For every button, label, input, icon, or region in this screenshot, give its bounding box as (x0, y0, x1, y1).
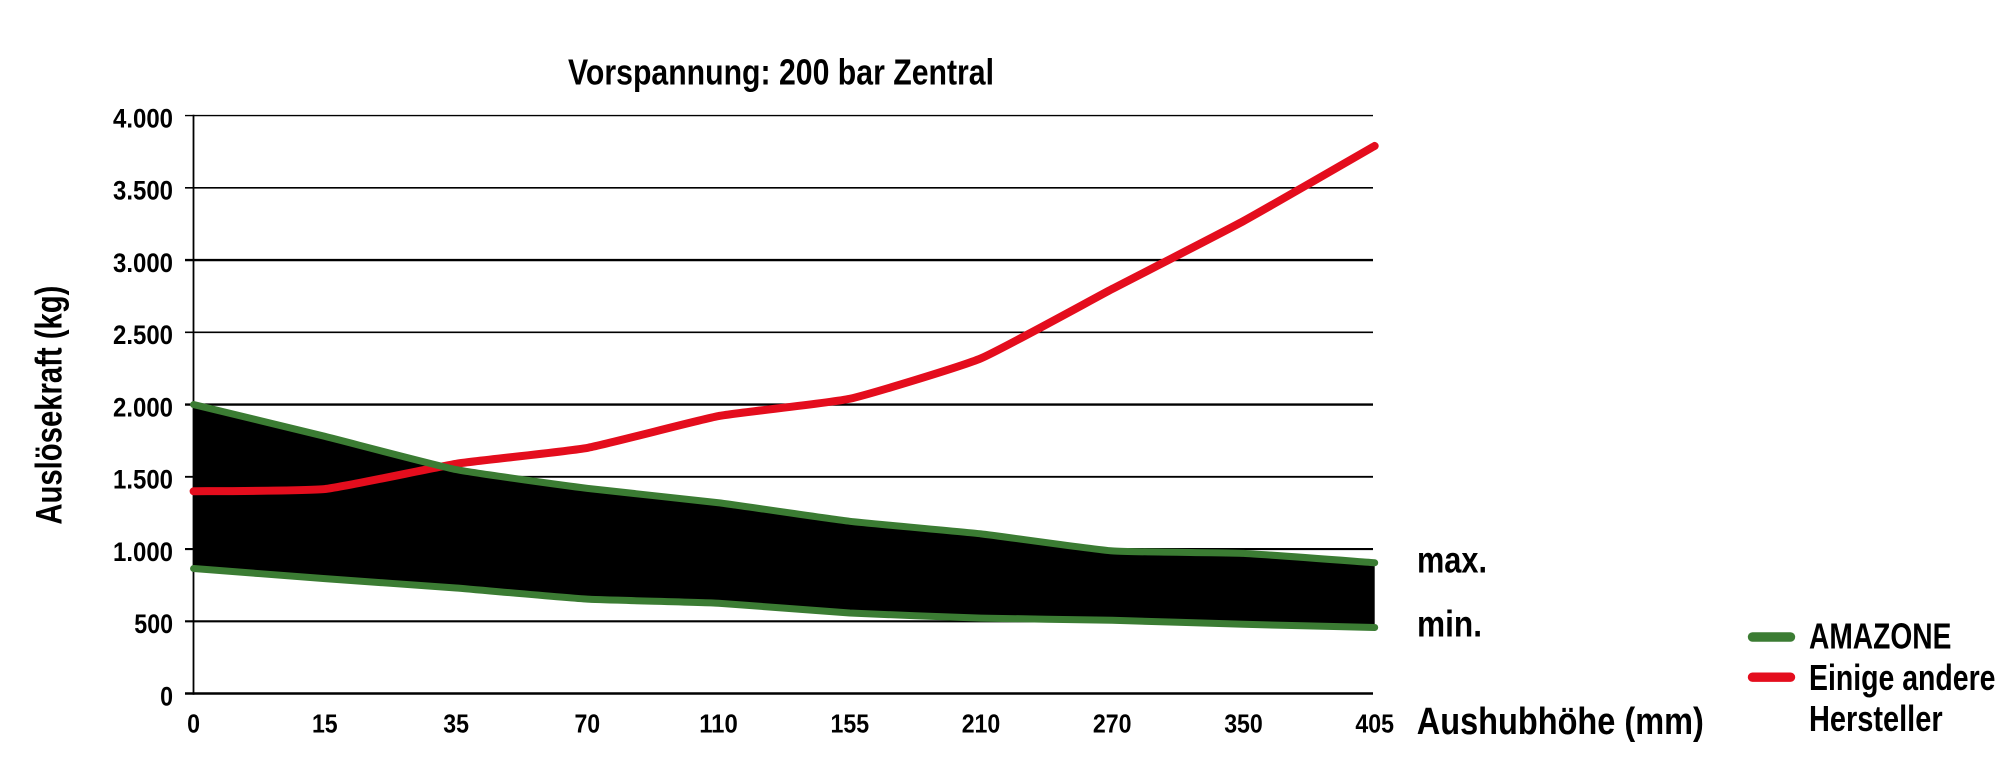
svg-text:4.000: 4.000 (113, 103, 173, 133)
svg-text:3.500: 3.500 (113, 176, 173, 206)
svg-text:1.000: 1.000 (113, 537, 173, 567)
svg-text:0: 0 (160, 681, 173, 711)
svg-text:500: 500 (134, 609, 173, 639)
svg-text:Aushubhöhe (mm): Aushubhöhe (mm) (1417, 701, 1704, 743)
svg-text:270: 270 (1093, 708, 1132, 738)
svg-text:35: 35 (443, 708, 469, 738)
svg-text:350: 350 (1224, 708, 1263, 738)
svg-text:15: 15 (312, 708, 338, 738)
svg-text:70: 70 (574, 708, 600, 738)
svg-text:110: 110 (699, 708, 738, 738)
svg-text:0: 0 (187, 708, 200, 738)
svg-text:min.: min. (1417, 604, 1482, 645)
svg-text:155: 155 (831, 708, 870, 738)
svg-text:2.500: 2.500 (113, 320, 173, 350)
svg-text:Auslösekraft (kg): Auslösekraft (kg) (29, 286, 70, 525)
svg-text:Einige andere: Einige andere (1809, 657, 1996, 698)
svg-text:max.: max. (1417, 540, 1487, 581)
svg-text:Vorspannung: 200 bar Zentral: Vorspannung: 200 bar Zentral (568, 52, 994, 93)
svg-text:2.000: 2.000 (113, 392, 173, 422)
svg-text:AMAZONE: AMAZONE (1809, 616, 1951, 657)
svg-text:3.000: 3.000 (113, 248, 173, 278)
svg-text:210: 210 (962, 708, 1001, 738)
svg-text:1.500: 1.500 (113, 465, 173, 495)
svg-text:405: 405 (1355, 708, 1394, 738)
svg-text:Hersteller: Hersteller (1809, 698, 1943, 739)
